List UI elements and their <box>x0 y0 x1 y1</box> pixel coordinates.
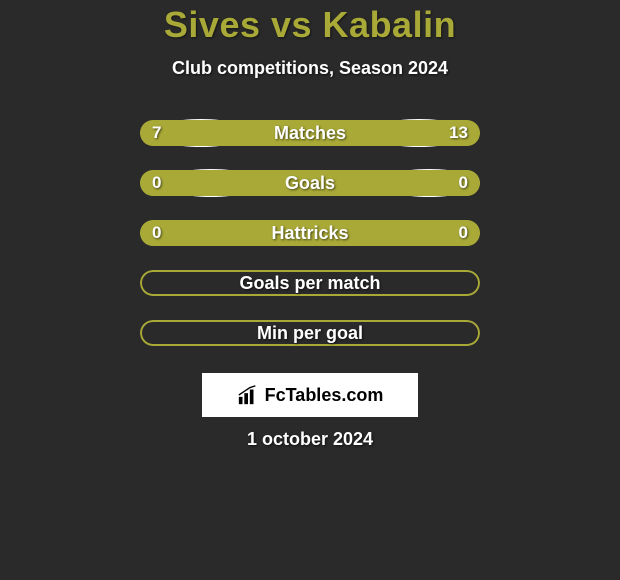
logo-box: FcTables.com <box>202 373 418 417</box>
stat-value-left: 0 <box>152 170 161 196</box>
stat-value-left: 7 <box>152 120 161 146</box>
stat-bar: Min per goal <box>140 320 480 346</box>
subtitle: Club competitions, Season 2024 <box>172 58 448 79</box>
logo-text: FcTables.com <box>265 385 384 406</box>
page-title: Sives vs Kabalin <box>164 4 456 46</box>
stat-row: Goals0 0 <box>140 169 480 197</box>
stat-row: Matches7 13 <box>140 119 480 147</box>
bar-chart-icon <box>237 384 259 406</box>
stat-bar: Goals per match <box>140 270 480 296</box>
stat-bar: Hattricks0 0 <box>140 220 480 246</box>
stat-label: Hattricks <box>140 220 480 246</box>
stat-value-right: 13 <box>449 120 468 146</box>
stat-row: Goals per match <box>140 269 480 297</box>
stat-row: Hattricks0 0 <box>140 219 480 247</box>
stats-infographic: Sives vs Kabalin Club competitions, Seas… <box>0 0 620 450</box>
date-label: 1 october 2024 <box>247 429 373 450</box>
stat-rows: Matches713Goals00Hattricks00Goals per ma… <box>140 119 480 369</box>
stat-bar: Goals0 0 <box>140 170 480 196</box>
stat-bar: Matches7 13 <box>140 120 480 146</box>
stat-value-right: 0 <box>459 170 468 196</box>
logo: FcTables.com <box>237 384 384 406</box>
stat-row: Min per goal <box>140 319 480 347</box>
stat-label: Goals <box>140 170 480 196</box>
stat-label: Matches <box>140 120 480 146</box>
stat-label: Goals per match <box>140 270 480 296</box>
stat-value-left: 0 <box>152 220 161 246</box>
stat-label: Min per goal <box>140 320 480 346</box>
stat-value-right: 0 <box>459 220 468 246</box>
